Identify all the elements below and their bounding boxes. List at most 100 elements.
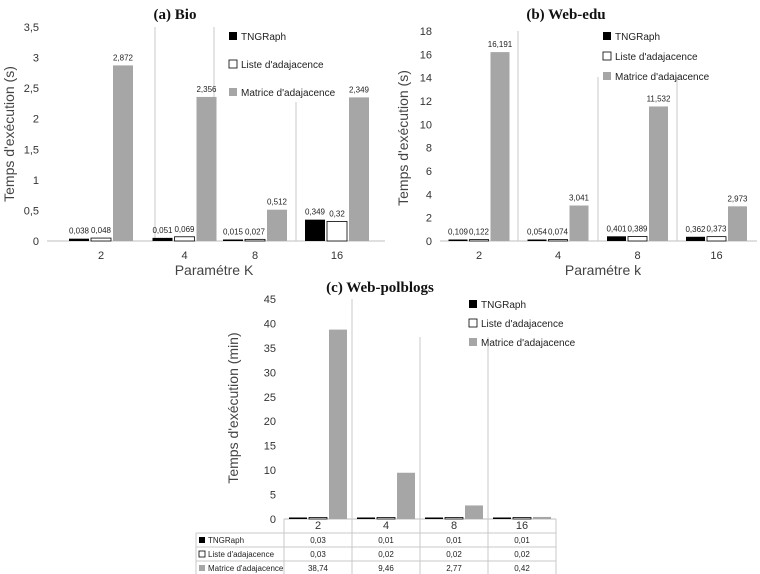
bar-tngraph bbox=[152, 237, 173, 241]
legend-swatch bbox=[468, 318, 478, 328]
y-tick-label: 2 bbox=[426, 213, 432, 225]
x-tick-label: 8 bbox=[252, 250, 258, 262]
table-cell: 9,46 bbox=[378, 564, 394, 573]
data-label: 0,038 bbox=[69, 227, 90, 236]
bar-matrice bbox=[649, 106, 668, 242]
bar-matrice bbox=[728, 206, 747, 241]
chart-title: (a) Bio bbox=[154, 7, 197, 23]
bar-liste bbox=[548, 239, 568, 242]
legend-swatch bbox=[602, 51, 612, 61]
data-label: 0,015 bbox=[223, 228, 244, 237]
y-tick-label: 18 bbox=[420, 26, 432, 38]
y-tick-label: 15 bbox=[264, 441, 276, 453]
table-cell: 0,02 bbox=[446, 550, 462, 559]
bar-matrice bbox=[196, 96, 217, 242]
chart-a: (a) Bio 0 0,5 1 1,5 2 2,5 3 3,5 0,038 0,048 2,872 2 0… bbox=[1, 7, 385, 278]
y-axis-label: Temps d'exécution (s) bbox=[1, 66, 17, 202]
y-tick-label: 25 bbox=[264, 392, 276, 404]
bar-matrice bbox=[113, 65, 133, 242]
y-tick-label: 10 bbox=[264, 465, 276, 477]
y-tick-label: 2,5 bbox=[24, 83, 39, 95]
legend-swatch bbox=[603, 32, 611, 40]
legend-swatch bbox=[603, 72, 611, 80]
table-cell: 0,01 bbox=[514, 536, 530, 545]
data-label: 0,069 bbox=[174, 225, 195, 234]
bar-liste bbox=[90, 237, 112, 242]
data-label: 2,356 bbox=[196, 85, 217, 94]
bar-liste bbox=[244, 238, 266, 242]
bar-matrice bbox=[329, 329, 347, 519]
x-axis-label: Paramétre K bbox=[175, 262, 254, 278]
data-label: 0,362 bbox=[685, 225, 706, 234]
bar-tngraph bbox=[527, 239, 547, 241]
data-label: 0,389 bbox=[627, 224, 648, 233]
bar-liste bbox=[326, 221, 348, 242]
bar-liste bbox=[308, 517, 328, 520]
table-legend-swatch bbox=[199, 565, 205, 571]
y-tick-label: 10 bbox=[420, 119, 432, 131]
table-cell: 0,03 bbox=[310, 536, 326, 545]
legend-entry: Matrice d'adajacence bbox=[241, 88, 336, 99]
x-tick-label: 16 bbox=[516, 520, 528, 532]
x-tick-label: 16 bbox=[710, 250, 722, 262]
y-tick-label: 1 bbox=[33, 175, 39, 187]
x-axis-label: Paramétre k bbox=[565, 262, 642, 278]
bar-tngraph bbox=[305, 219, 325, 241]
data-label: 0,373 bbox=[706, 225, 727, 234]
data-label: 3,041 bbox=[569, 194, 590, 203]
legend-entry: TNGRaph bbox=[241, 32, 286, 43]
data-label: 0,109 bbox=[448, 228, 469, 237]
x-tick-label: 4 bbox=[555, 250, 561, 262]
x-tick-label: 8 bbox=[451, 520, 457, 532]
data-label: 0,027 bbox=[245, 227, 266, 236]
bar-liste bbox=[512, 517, 532, 520]
data-label: 0,32 bbox=[329, 209, 345, 218]
x-tick-label: 2 bbox=[98, 250, 104, 262]
bar-matrice bbox=[569, 205, 589, 241]
y-tick-label: 6 bbox=[426, 166, 432, 178]
data-label: 0,054 bbox=[527, 228, 548, 237]
table-cell: 0,01 bbox=[378, 536, 394, 545]
bar-matrice bbox=[465, 505, 483, 519]
legend-swatch bbox=[229, 32, 237, 40]
bar-matrice bbox=[397, 472, 415, 519]
y-axis-label: Temps d'exécution (s) bbox=[395, 70, 411, 206]
y-tick-label: 12 bbox=[420, 96, 432, 108]
bar-matrice bbox=[267, 209, 287, 241]
bar-tngraph bbox=[289, 517, 307, 519]
y-axis-label: Temps d'exécution (min) bbox=[225, 332, 241, 483]
y-tick-label: 0 bbox=[33, 236, 39, 248]
y-tick-label: 30 bbox=[264, 367, 276, 379]
bar-matrice bbox=[349, 97, 369, 241]
bar-liste bbox=[469, 239, 489, 242]
y-tick-label: 20 bbox=[264, 416, 276, 428]
legend: TNGRaph Liste d'adajacence Matrice d'adaja… bbox=[468, 300, 576, 349]
bar-tngraph bbox=[223, 239, 243, 241]
chart-title: (b) Web-edu bbox=[526, 7, 605, 23]
y-tick-label: 35 bbox=[264, 343, 276, 355]
data-label: 0,122 bbox=[469, 228, 490, 237]
x-tick-label: 4 bbox=[181, 250, 187, 262]
bar-tngraph bbox=[607, 236, 626, 241]
y-tick-label: 1,5 bbox=[24, 144, 39, 156]
table-legend-swatch bbox=[198, 550, 206, 558]
table-cell: 2,77 bbox=[446, 564, 462, 573]
data-table: TNGRaph 0,03 0,01 0,01 0,01 Liste d'adajacenc… bbox=[195, 519, 557, 574]
data-label: 0,401 bbox=[606, 224, 627, 233]
data-label: 2,349 bbox=[349, 85, 370, 94]
data-label: 2,973 bbox=[727, 194, 748, 203]
x-tick-label: 2 bbox=[315, 520, 321, 532]
bar-liste bbox=[627, 236, 648, 242]
y-tick-label: 14 bbox=[420, 73, 432, 85]
table-row-label: Liste d'adajacence bbox=[208, 550, 275, 559]
y-tick-label: 0 bbox=[426, 236, 432, 248]
y-tick-label: 0 bbox=[270, 514, 276, 526]
table-cell: 0,02 bbox=[514, 550, 530, 559]
x-tick-label: 2 bbox=[476, 250, 482, 262]
legend-swatch bbox=[469, 300, 477, 308]
bar-tngraph bbox=[448, 239, 468, 241]
legend-swatch bbox=[229, 88, 237, 96]
y-tick-label: 4 bbox=[426, 189, 432, 201]
